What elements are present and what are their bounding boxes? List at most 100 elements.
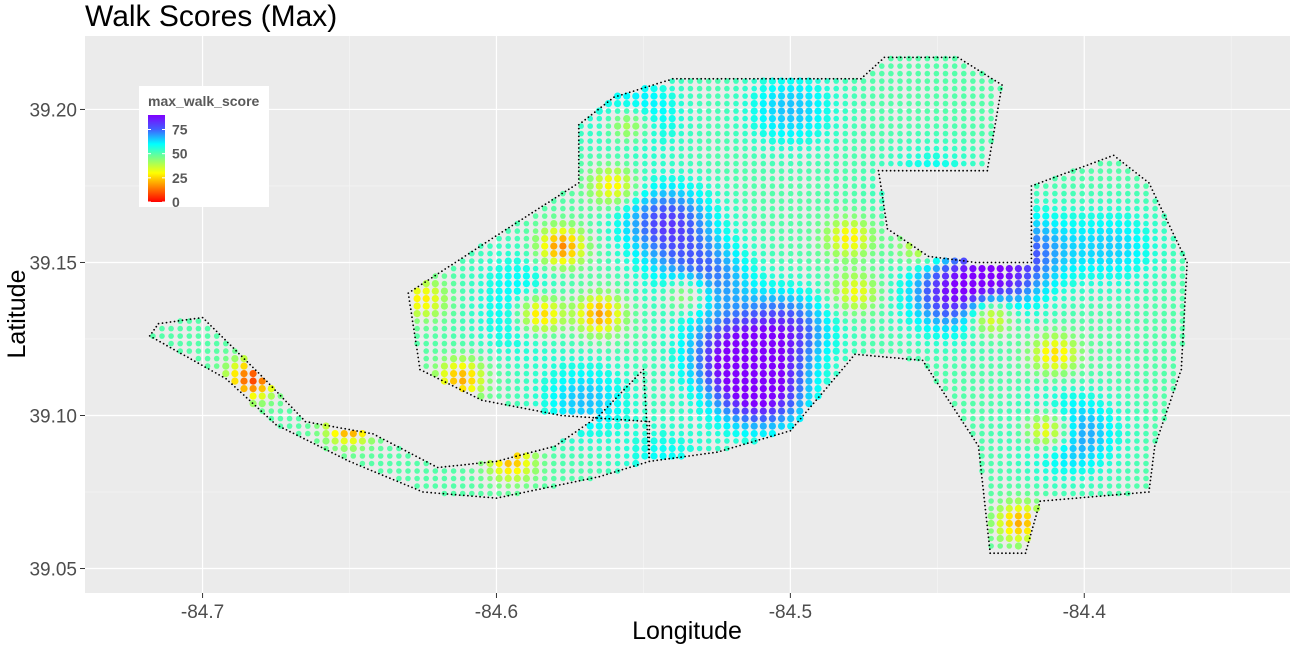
score-point (1014, 527, 1023, 535)
score-point (906, 85, 912, 92)
score-point (633, 430, 639, 437)
score-point (1097, 190, 1104, 197)
score-point (1161, 318, 1167, 324)
score-point (469, 250, 475, 257)
score-point (614, 310, 622, 318)
score-point (742, 228, 748, 234)
score-point (823, 325, 831, 333)
score-point (1024, 468, 1031, 474)
score-point (450, 340, 457, 347)
score-point (1033, 272, 1041, 280)
score-point (932, 152, 941, 160)
boundary-dot (719, 450, 722, 452)
boundary-dot (374, 471, 377, 473)
score-point (733, 100, 739, 107)
score-point (988, 453, 994, 459)
score-point (969, 295, 977, 303)
score-point (1152, 295, 1158, 302)
boundary-dot (1186, 261, 1188, 264)
score-point (1152, 430, 1158, 437)
score-point (605, 228, 612, 234)
boundary-dot (789, 429, 792, 432)
score-point (988, 430, 994, 437)
score-point (459, 273, 466, 279)
score-point (596, 460, 603, 467)
score-point (897, 325, 903, 332)
boundary-dot (511, 493, 514, 496)
score-point (569, 355, 575, 362)
boundary-dot (1055, 498, 1058, 501)
score-point (1124, 220, 1132, 228)
score-point (997, 475, 1003, 482)
score-point (596, 205, 603, 212)
score-point (1069, 242, 1077, 250)
score-point (1052, 318, 1058, 324)
score-point (669, 318, 675, 324)
boundary-dot (464, 463, 466, 466)
boundary-dot (586, 478, 589, 481)
boundary-dot (430, 491, 433, 494)
score-point (569, 475, 575, 482)
score-point (723, 377, 731, 385)
score-point (833, 355, 839, 362)
score-point (633, 393, 639, 399)
boundary-dot (340, 427, 343, 429)
boundary-dot (466, 392, 469, 394)
score-point (422, 310, 430, 318)
score-point (961, 340, 967, 347)
score-point (1097, 198, 1104, 204)
score-point (231, 370, 239, 378)
score-point (423, 340, 430, 347)
score-point (888, 115, 894, 122)
boundary-dot (901, 169, 904, 172)
score-point (923, 160, 931, 168)
score-point (833, 168, 839, 174)
score-point (914, 287, 922, 295)
boundary-dot (989, 154, 991, 157)
score-point (642, 123, 648, 129)
score-point (1134, 333, 1140, 339)
boundary-dot (496, 402, 499, 405)
score-point (514, 363, 521, 369)
boundary-dot (997, 552, 999, 555)
score-point (1088, 370, 1095, 377)
score-point (614, 317, 622, 325)
score-point (642, 130, 648, 137)
score-point (440, 295, 448, 303)
score-point (1087, 400, 1095, 408)
boundary-dot (1184, 258, 1187, 260)
boundary-dot (899, 56, 902, 59)
score-point (1124, 257, 1132, 265)
score-point (1070, 318, 1076, 324)
score-point (487, 393, 493, 399)
score-point (669, 408, 675, 414)
score-point (677, 220, 685, 228)
score-point (778, 235, 785, 242)
boundary-dot (889, 356, 892, 359)
score-point (595, 332, 603, 340)
score-point (1033, 333, 1040, 339)
boundary-dot (648, 460, 651, 463)
boundary-dot (238, 352, 240, 355)
score-point (814, 107, 822, 115)
score-point (733, 85, 739, 92)
score-point (541, 213, 548, 219)
score-point (751, 198, 757, 204)
score-point (1033, 227, 1041, 235)
score-point (942, 378, 949, 384)
score-point (997, 348, 1003, 354)
score-point (860, 258, 867, 264)
score-point (651, 130, 657, 137)
boundary-dot (676, 456, 678, 459)
score-point (905, 250, 913, 258)
score-point (1060, 400, 1068, 408)
score-point (842, 310, 849, 317)
boundary-dot (646, 424, 648, 427)
score-point (714, 362, 722, 370)
score-point (1006, 438, 1013, 444)
score-point (777, 137, 786, 145)
score-point (1097, 318, 1104, 324)
score-point (714, 422, 722, 430)
boundary-dot (617, 95, 619, 97)
boundary-dot (1027, 541, 1030, 543)
